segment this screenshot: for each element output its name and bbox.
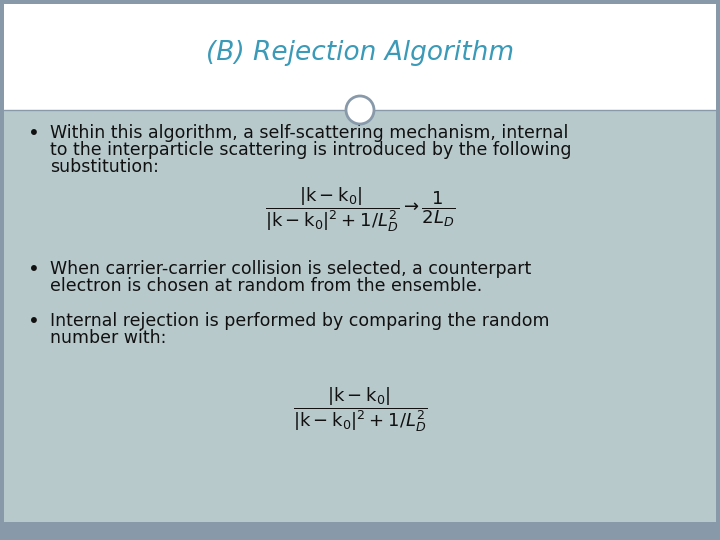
Text: $\dfrac{|\mathrm{k} - \mathrm{k}_0|}{|\mathrm{k} - \mathrm{k}_0|^2 + 1/L_D^2} \r: $\dfrac{|\mathrm{k} - \mathrm{k}_0|}{|\m… <box>265 186 455 234</box>
Text: $\dfrac{|\mathrm{k} - \mathrm{k}_0|}{|\mathrm{k} - \mathrm{k}_0|^2 + 1/L_D^2}$: $\dfrac{|\mathrm{k} - \mathrm{k}_0|}{|\m… <box>293 386 427 434</box>
Text: •: • <box>28 260 40 279</box>
Text: number with:: number with: <box>50 329 166 347</box>
Text: •: • <box>28 124 40 143</box>
Text: (B) Rejection Algorithm: (B) Rejection Algorithm <box>206 40 514 66</box>
FancyBboxPatch shape <box>4 522 716 536</box>
Text: Within this algorithm, a self-scattering mechanism, internal: Within this algorithm, a self-scattering… <box>50 124 568 142</box>
Text: Internal rejection is performed by comparing the random: Internal rejection is performed by compa… <box>50 312 549 330</box>
Text: substitution:: substitution: <box>50 158 159 176</box>
Text: to the interparticle scattering is introduced by the following: to the interparticle scattering is intro… <box>50 141 572 159</box>
Text: When carrier-carrier collision is selected, a counterpart: When carrier-carrier collision is select… <box>50 260 531 278</box>
Text: electron is chosen at random from the ensemble.: electron is chosen at random from the en… <box>50 277 482 295</box>
Text: •: • <box>28 312 40 331</box>
FancyBboxPatch shape <box>4 4 716 110</box>
Circle shape <box>346 96 374 124</box>
FancyBboxPatch shape <box>4 110 716 522</box>
